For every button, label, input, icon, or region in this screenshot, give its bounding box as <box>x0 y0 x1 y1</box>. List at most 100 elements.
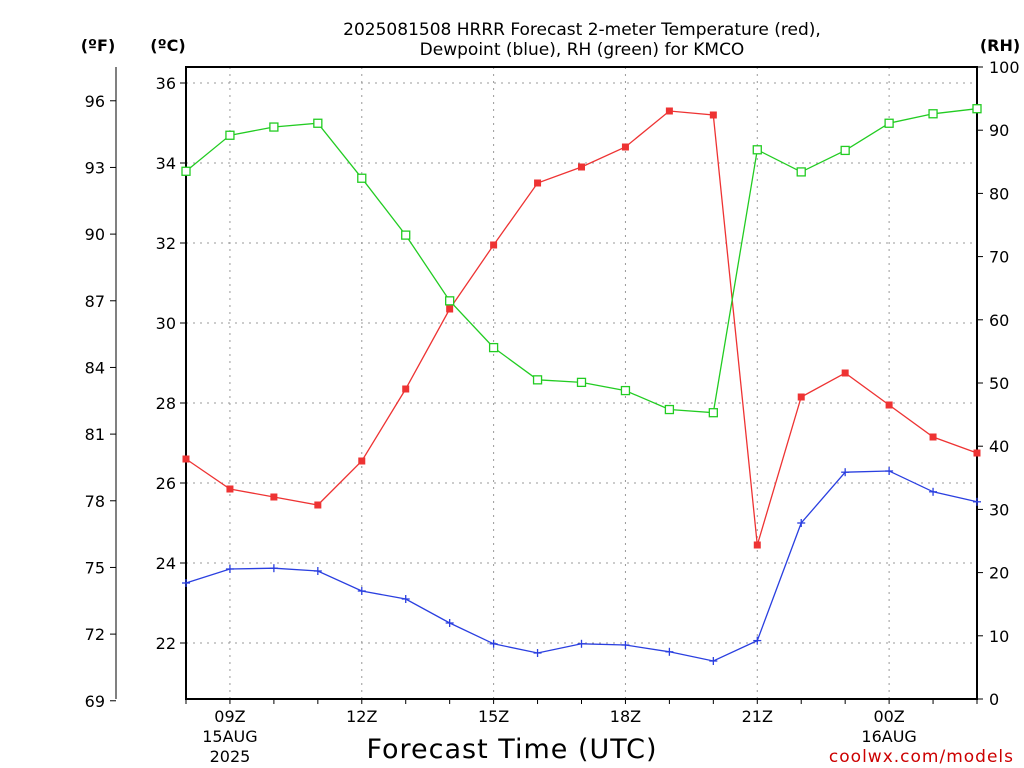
x-tick-label: 00Z <box>873 707 904 726</box>
dewpoint-point <box>797 519 806 527</box>
dewpoint-point <box>313 567 322 575</box>
temperature-point <box>534 179 542 187</box>
fahrenheit-tick-label: 93 <box>85 158 105 177</box>
rh-point <box>972 104 982 114</box>
celsius-tick-label: 30 <box>156 314 176 333</box>
data-series <box>181 104 982 665</box>
temperature-point <box>753 541 761 549</box>
rh-point <box>620 385 631 396</box>
rh-point <box>269 122 279 132</box>
dewpoint-line <box>185 470 978 662</box>
x-tick-year: 2025 <box>210 747 251 766</box>
fahrenheit-tick-label: 69 <box>85 692 105 711</box>
rh-axis-unit: (RH) <box>980 36 1020 55</box>
celsius-tick-label: 24 <box>156 554 176 573</box>
fahrenheit-tick-label: 75 <box>85 558 105 577</box>
celsius-tick-label: 32 <box>156 234 176 253</box>
rh-point <box>752 145 762 155</box>
rh-tick-label: 30 <box>989 500 1009 519</box>
rh-point <box>928 109 938 119</box>
temperature-point <box>578 163 585 171</box>
celsius-tick-label: 36 <box>156 74 176 93</box>
rh-tick-label: 80 <box>989 184 1009 203</box>
dewpoint-point <box>709 657 718 665</box>
x-tick-label: 09Z <box>214 707 245 726</box>
dewpoint-point <box>929 487 938 496</box>
celsius-tick-label: 26 <box>156 474 176 493</box>
fahrenheit-axis-unit: (ºF) <box>81 36 116 55</box>
rh-point <box>401 230 411 240</box>
temperature-point <box>929 433 937 441</box>
dewpoint-point <box>182 579 190 587</box>
temperature-point <box>797 393 805 401</box>
temperature-line <box>185 110 978 546</box>
rh-point <box>576 377 587 388</box>
x-tick-label: 21Z <box>742 707 773 726</box>
temperature-point <box>621 143 629 151</box>
dewpoint-point <box>753 636 762 645</box>
dewpoint-point <box>533 649 542 657</box>
dewpoint-point <box>841 468 850 477</box>
temperature-point <box>270 493 278 501</box>
rh-point <box>313 118 323 128</box>
temperature-point <box>402 385 410 393</box>
fahrenheit-tick-label: 90 <box>85 225 105 244</box>
rh-tick-label: 50 <box>989 374 1009 393</box>
x-tick-label: 12Z <box>346 707 377 726</box>
x-axis-label: Forecast Time (UTC) <box>366 734 657 765</box>
credit-link[interactable]: coolwx.com/models <box>829 747 1014 767</box>
rh-point <box>488 342 499 353</box>
x-tick-label: 15Z <box>478 707 509 726</box>
dewpoint-point <box>665 647 674 656</box>
rh-tick-label: 10 <box>989 627 1009 646</box>
chart-title-line-2: Dewpoint (blue), RH (green) for KMCO <box>420 40 745 60</box>
axes: 69 72 75 78 81 84 87 90 93 96 22 24 26 28 30 32 34 36 0 10 2… <box>85 58 1020 766</box>
chart-title-line-1: 2025081508 HRRR Forecast 2-meter Tempera… <box>343 20 821 40</box>
rh-point <box>664 404 675 415</box>
rh-tick-label: 90 <box>989 121 1009 140</box>
temperature-point <box>182 455 190 463</box>
temperature-point <box>665 107 673 115</box>
fahrenheit-tick-label: 84 <box>85 358 105 377</box>
rh-line <box>185 108 978 414</box>
rh-point <box>532 375 543 385</box>
rh-point <box>181 166 191 176</box>
dewpoint-point <box>885 467 894 475</box>
temperature-point <box>973 449 981 457</box>
rh-tick-label: 70 <box>989 248 1009 267</box>
dewpoint-point <box>489 639 498 648</box>
rh-tick-label: 100 <box>989 58 1020 77</box>
rh-point <box>357 173 367 183</box>
rh-point <box>796 167 806 177</box>
temperature-point <box>314 501 322 509</box>
fahrenheit-tick-label: 78 <box>85 492 105 511</box>
temperature-point <box>490 241 498 249</box>
temperature-point <box>226 485 234 493</box>
rh-point <box>708 408 718 418</box>
dewpoint-point <box>225 565 234 573</box>
rh-tick-label: 60 <box>989 311 1009 330</box>
dewpoint-point <box>357 587 366 595</box>
fahrenheit-tick-label: 72 <box>85 625 105 644</box>
x-tick-date: 16AUG <box>861 727 916 746</box>
celsius-tick-label: 28 <box>156 394 176 413</box>
dewpoint-point <box>621 641 630 649</box>
fahrenheit-tick-label: 96 <box>85 92 105 111</box>
rh-point <box>840 145 850 156</box>
dewpoint-point <box>577 639 586 648</box>
rh-tick-label: 20 <box>989 564 1009 583</box>
temperature-point <box>885 401 893 409</box>
rh-point <box>445 296 455 306</box>
x-tick-label: 18Z <box>610 707 641 726</box>
rh-tick-label: 0 <box>989 690 999 709</box>
fahrenheit-tick-label: 87 <box>85 292 105 311</box>
temperature-point <box>841 369 849 377</box>
fahrenheit-tick-label: 81 <box>85 425 105 444</box>
temperature-point <box>358 457 366 465</box>
rh-point <box>225 130 235 140</box>
rh-tick-label: 40 <box>989 437 1009 456</box>
celsius-tick-label: 22 <box>156 634 176 653</box>
dewpoint-point <box>973 497 981 506</box>
dewpoint-point <box>269 564 278 573</box>
